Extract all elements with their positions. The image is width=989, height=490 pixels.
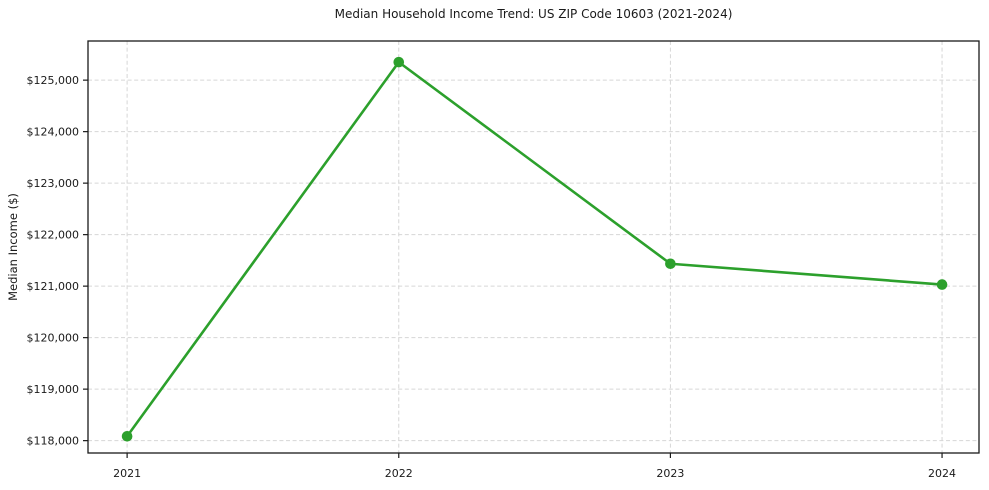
y-tick-label: $120,000 <box>27 332 80 345</box>
axes-frame <box>87 40 980 454</box>
x-tick-label: 2023 <box>656 467 684 480</box>
y-tick-label: $122,000 <box>27 229 80 242</box>
y-tick-label: $121,000 <box>27 280 80 293</box>
data-point <box>121 430 133 442</box>
x-tick-label: 2024 <box>928 467 956 480</box>
y-tick-label: $123,000 <box>27 177 80 190</box>
y-tick-label: $119,000 <box>27 383 80 396</box>
y-tick-label: $124,000 <box>27 126 80 139</box>
trend-line <box>126 60 943 438</box>
chart-title: Median Household Income Trend: US ZIP Co… <box>334 7 733 21</box>
data-point <box>936 279 948 290</box>
x-tick-label: 2021 <box>113 467 141 480</box>
x-tick-label: 2022 <box>385 467 413 480</box>
data-point <box>665 258 676 270</box>
data-point <box>393 56 405 68</box>
y-tick-label: $118,000 <box>27 435 80 448</box>
y-tick-label: $125,000 <box>27 74 80 87</box>
